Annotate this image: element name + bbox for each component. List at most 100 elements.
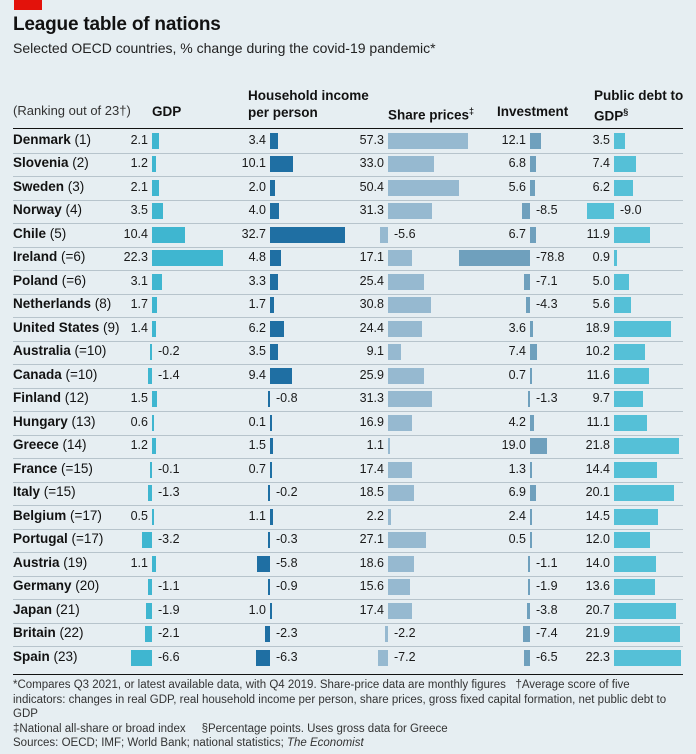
bar-gdp — [152, 391, 157, 408]
bar-shares — [388, 250, 412, 267]
chart-subtitle: Selected OECD countries, % change during… — [13, 40, 436, 56]
bar-household — [270, 344, 279, 361]
bar-investment — [530, 532, 532, 549]
value-debt: 11.1 — [586, 414, 610, 429]
country-name: Ireland (=6) — [13, 249, 85, 264]
value-gdp: 1.2 — [130, 438, 148, 453]
bar-gdp — [147, 485, 152, 502]
row-divider — [13, 622, 683, 624]
value-investment: -1.9 — [536, 579, 558, 594]
value-debt: 13.6 — [585, 579, 610, 594]
bar-debt — [614, 132, 625, 149]
bar-investment — [530, 226, 537, 243]
bar-household — [270, 508, 273, 525]
country-label: Norway — [13, 202, 62, 218]
country-name: Poland (=6) — [13, 273, 86, 288]
country-rank: (23) — [49, 648, 78, 664]
country-rank: (=6) — [57, 249, 86, 265]
country-rank: (2) — [68, 155, 89, 171]
value-shares: 25.4 — [359, 273, 384, 288]
value-debt: 9.7 — [592, 391, 610, 406]
value-debt: 10.2 — [585, 344, 610, 359]
economist-red-tag — [14, 0, 42, 10]
value-shares: 18.6 — [359, 555, 384, 570]
bar-household — [270, 273, 278, 290]
value-household: 3.5 — [248, 344, 266, 359]
value-household: 1.5 — [248, 438, 266, 453]
bar-shares — [388, 367, 425, 384]
bar-shares — [388, 414, 412, 431]
value-household: 2.0 — [248, 179, 266, 194]
value-investment: -7.1 — [536, 273, 558, 288]
value-shares: 31.3 — [359, 391, 384, 406]
column-header-mark: § — [623, 107, 629, 117]
bar-investment — [528, 579, 530, 596]
bar-investment — [523, 273, 530, 290]
value-gdp: 1.2 — [130, 156, 148, 171]
value-household: 0.7 — [248, 461, 266, 476]
country-name: Portugal (=17) — [13, 531, 103, 546]
row-divider — [13, 340, 683, 342]
value-gdp: -2.1 — [158, 626, 180, 641]
value-shares: 17.4 — [359, 461, 384, 476]
row-divider — [13, 505, 683, 506]
row-divider — [13, 387, 683, 389]
bar-shares — [388, 438, 390, 455]
value-gdp: 3.1 — [130, 273, 148, 288]
bar-gdp — [152, 179, 159, 196]
bar-gdp — [148, 579, 152, 596]
bar-investment — [530, 461, 532, 478]
bar-shares — [388, 273, 424, 290]
country-label: Japan — [13, 601, 53, 617]
value-gdp: 1.5 — [130, 391, 148, 406]
row-divider — [13, 575, 683, 577]
bar-shares — [388, 156, 435, 173]
bar-shares — [388, 461, 413, 478]
country-label: Canada — [13, 366, 62, 382]
row-divider — [13, 317, 683, 318]
country-name: Greece (14) — [13, 437, 87, 452]
value-household: -0.8 — [276, 391, 298, 406]
bar-household — [270, 367, 292, 384]
value-shares: 17.4 — [359, 602, 384, 617]
bar-investment — [530, 438, 548, 455]
row-divider — [13, 270, 683, 271]
column-header-debt: Public debt to GDP§ — [594, 88, 684, 124]
rank-header: (Ranking out of 23†) — [13, 103, 131, 118]
bar-shares — [380, 226, 388, 243]
bar-investment — [522, 203, 530, 220]
bar-investment — [530, 367, 532, 384]
value-investment: -1.3 — [536, 391, 558, 406]
value-gdp: -3.2 — [158, 532, 180, 547]
bar-gdp — [145, 602, 152, 619]
bar-gdp — [152, 132, 159, 149]
value-household: 3.3 — [248, 273, 266, 288]
footnote-ranking: †Average score of five indicators: chang… — [13, 679, 667, 720]
value-shares: 33.0 — [359, 156, 384, 171]
country-label: Denmark — [13, 131, 71, 147]
country-label: Portugal — [13, 531, 68, 547]
value-gdp: 2.1 — [130, 179, 148, 194]
bar-shares — [388, 485, 414, 502]
country-name: Japan (21) — [13, 602, 80, 617]
country-rank: (=15) — [57, 460, 93, 476]
bar-shares — [388, 179, 459, 196]
bar-household — [270, 297, 274, 314]
bar-debt — [614, 414, 648, 431]
country-label: Slovenia — [13, 155, 69, 171]
value-shares: 27.1 — [359, 532, 384, 547]
value-investment: -3.8 — [536, 602, 558, 617]
value-gdp: 0.5 — [130, 508, 148, 523]
value-household: 0.1 — [248, 414, 266, 429]
bar-investment — [526, 602, 530, 619]
country-rank: (5) — [46, 225, 67, 241]
country-rank: (=10) — [61, 366, 98, 382]
bar-household — [268, 485, 270, 502]
country-label: Finland — [13, 390, 61, 406]
country-name: Denmark (1) — [13, 132, 91, 147]
column-header-household: Household income per person — [248, 88, 369, 120]
value-investment: -1.1 — [536, 555, 558, 570]
bar-gdp — [152, 508, 154, 525]
bar-household — [255, 649, 270, 666]
value-debt: 21.9 — [585, 626, 610, 641]
